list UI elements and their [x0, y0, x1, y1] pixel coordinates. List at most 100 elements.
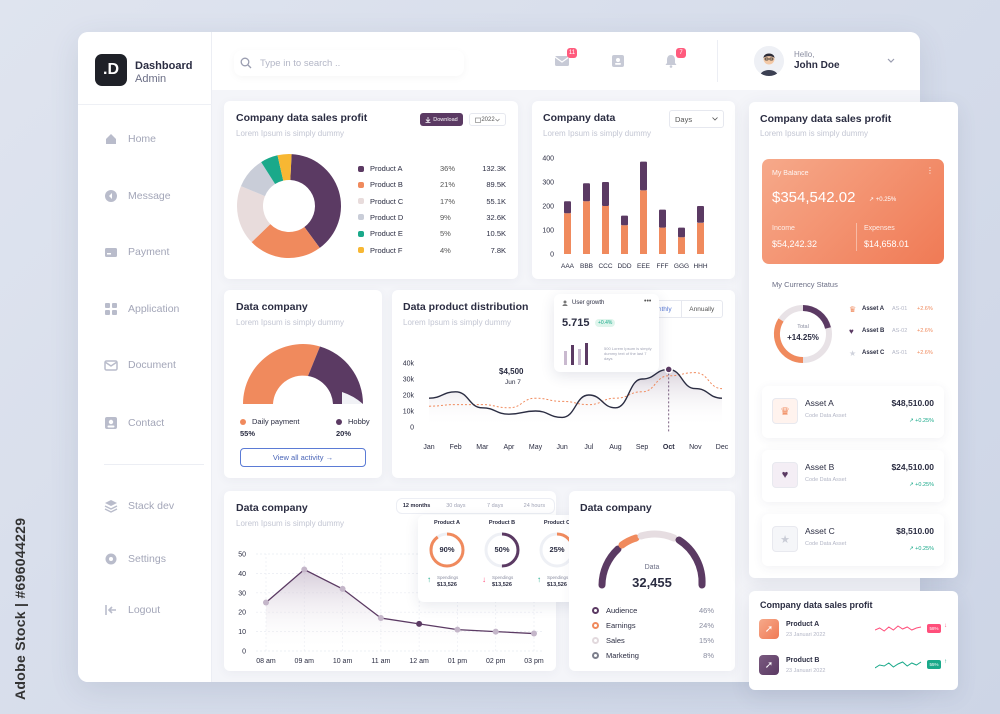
legend-row: Audience 46% [592, 606, 714, 615]
legend-value: 46% [698, 606, 714, 615]
sidebar-item-label: Document [128, 359, 176, 371]
stack-icon [104, 500, 118, 513]
currency-code: AS-02 [892, 328, 908, 334]
sidebar-separator [104, 464, 204, 465]
data-point[interactable] [416, 620, 423, 627]
x-tick-label: Jan [423, 444, 434, 451]
popup-note: 500 Lorem Ipsum is simply dummy text of … [604, 346, 652, 362]
view-all-activity-button[interactable]: View all activity → [240, 448, 366, 467]
donut-slice-3 [237, 186, 271, 243]
search-input[interactable]: Type in to search .. [234, 50, 464, 76]
range-value: Days [675, 114, 693, 124]
data-point[interactable] [454, 626, 461, 633]
legend-value: 32.6K [486, 212, 506, 222]
data-point[interactable] [492, 628, 499, 635]
sidebar-item-home[interactable]: Home [104, 132, 156, 146]
tab-monthly[interactable]: Monthly [640, 301, 682, 317]
year-select[interactable]: 2022 [469, 113, 506, 126]
donut-slice-1 [290, 154, 341, 248]
user-avatar-illustration [754, 46, 784, 76]
sidebar-item-document[interactable]: Document [104, 358, 176, 372]
sidebar-item-label: Payment [128, 246, 170, 258]
user-growth-popup: User growth ••• 5.715 +0.4% 500 Lorem Ip… [554, 294, 659, 372]
y-tick-label: 400 [542, 156, 554, 163]
sidebar-item-logout[interactable]: Logout [104, 603, 160, 617]
data-point[interactable] [377, 615, 384, 622]
highlight-point[interactable] [664, 365, 673, 374]
tab-12-months[interactable]: 12 months [402, 503, 431, 509]
legend-value: 89.5K [486, 180, 506, 190]
y-tick-label: 40k [403, 361, 415, 368]
sidebar-item-message[interactable]: Message [104, 189, 171, 203]
data-point[interactable] [263, 599, 269, 606]
sidebar-item-settings[interactable]: Settings [104, 552, 166, 566]
asset-name: Asset A [805, 398, 834, 408]
notifications-button[interactable]: 7 [663, 48, 686, 68]
donut-slice-6 [277, 154, 292, 181]
gauge-product-name: Product A [433, 520, 461, 526]
topbar-separator [717, 40, 718, 82]
legend-label: Earnings [606, 621, 636, 630]
tab-annually[interactable]: Annually [689, 305, 715, 313]
card-title: Company data sales profit [236, 112, 368, 124]
data-point[interactable] [531, 630, 537, 637]
currency-icon: ★ [849, 349, 857, 358]
asset-row[interactable]: ♥ Asset B Code Data Asset $24,510.00 ↗ +0.25… [762, 450, 944, 502]
avatar[interactable] [754, 46, 784, 76]
gauge-label: Spendings [437, 575, 459, 580]
payment-icon [105, 248, 117, 257]
semi-slice-hobby [308, 346, 363, 404]
balance-change-value: +0.25% [875, 197, 897, 203]
popup-label: User growth [572, 300, 605, 306]
mail-icon [554, 56, 570, 66]
sidebar-item-contact[interactable]: Contact [104, 416, 164, 430]
legend-value: 24% [698, 621, 714, 630]
tab-24-hours[interactable]: 24 hours [523, 503, 546, 509]
sidebar-item-label: Contact [128, 417, 165, 429]
company-data-card: Company data Lorem Ipsum is simply dummy… [532, 101, 735, 279]
year-value: 2022 [481, 116, 495, 123]
legend-pct: 5% [440, 229, 451, 239]
contacts-button[interactable] [610, 54, 626, 68]
product-date: 23 Januari 2022 [786, 632, 826, 638]
distribution-line-chart: 40k 30k 20k 10k 0 Jan Feb Mar Apr May Jun Jul Aug Sep… [403, 361, 729, 452]
tab-7-days[interactable]: 7 days [487, 503, 504, 509]
legend-swatch [336, 418, 342, 425]
sidebar-item-label: Stack dev [128, 500, 175, 512]
sidebar-item-application[interactable]: Application [104, 302, 179, 316]
chevron-down-icon[interactable] [887, 58, 895, 64]
app-title: Dashboard [135, 60, 193, 72]
sidebar-item-label: Settings [128, 553, 166, 565]
x-tick-label: DDD [617, 263, 631, 270]
x-tick-label: Nov [689, 444, 702, 451]
half-donut-chart [243, 344, 363, 404]
y-tick-label: 30k [403, 377, 415, 384]
asset-amount: $24,510.00 [891, 462, 934, 472]
asset-row[interactable]: ♛ Asset A Code Data Asset $48,510.00 ↗ +0.25… [762, 386, 944, 438]
x-tick-label: EEE [637, 263, 651, 270]
more-icon[interactable]: ••• [644, 298, 652, 305]
legend-swatch [358, 230, 364, 237]
balance-card: My Balance ⋮ $354,542.02 ↗ +0.25% Income… [762, 159, 944, 264]
tab-30-days[interactable]: 30 days [446, 503, 466, 509]
sales-profit-card: Company data sales profit Lorem Ipsum is… [224, 101, 518, 279]
range-select[interactable]: Days [669, 110, 724, 128]
data-point[interactable] [339, 585, 346, 592]
mail-button[interactable]: 11 [554, 48, 577, 68]
sidebar-item-label: Message [128, 190, 171, 202]
legend-pct: 4% [440, 245, 451, 255]
data-point[interactable] [301, 566, 308, 573]
change-badge: 55% [927, 660, 941, 669]
download-button[interactable]: Download [420, 113, 463, 126]
legend-swatch [358, 181, 364, 188]
legend-value: 15% [698, 636, 714, 645]
asset-amount: $8,510.00 [896, 526, 934, 536]
more-vertical-icon[interactable]: ⋮ [926, 166, 934, 175]
asset-row[interactable]: ★ Asset C Code Data Asset $8,510.00 ↗ +0.25% [762, 514, 944, 566]
bar-segment-bottom [583, 201, 590, 254]
y-tick-label: 300 [542, 180, 554, 187]
x-tick-label: Apr [503, 444, 515, 451]
sidebar-item-stack-dev[interactable]: Stack dev [104, 499, 174, 513]
sidebar-item-payment[interactable]: Payment [104, 245, 169, 259]
semi-slice-daily-payment [243, 344, 320, 404]
